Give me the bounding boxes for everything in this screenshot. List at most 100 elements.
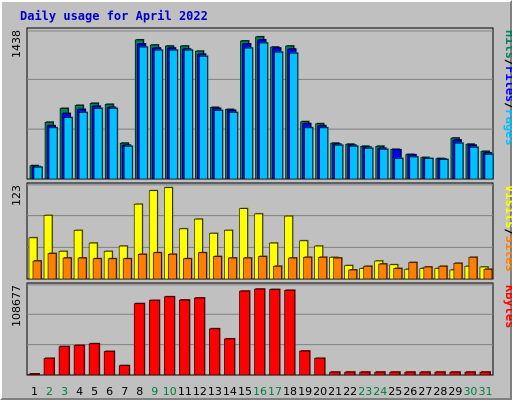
x-label-day-25: 25 [388, 385, 402, 398]
bar-kbytes-day-29 [449, 371, 461, 376]
x-label-day-21: 21 [328, 385, 342, 398]
x-label-day-26: 26 [403, 385, 417, 398]
x-label-day-19: 19 [298, 385, 312, 398]
legend-item-visits: Visits [503, 185, 512, 228]
bar-kbytes-day-31 [479, 371, 491, 376]
legend-item-sites: Sites [503, 236, 512, 272]
bar-pages-day-1 [33, 166, 43, 180]
x-label-day-14: 14 [223, 385, 237, 398]
bar-sites-day-31 [483, 268, 493, 280]
bar-kbytes-day-8 [133, 303, 145, 376]
chart-title: Daily usage for April 2022 [20, 9, 208, 23]
bar-sites-day-23 [363, 265, 373, 280]
bar-pages-day-9 [153, 49, 163, 180]
bar-sites-day-15 [243, 257, 252, 280]
bar-sites-day-18 [288, 257, 297, 280]
bar-pages-day-25 [394, 158, 404, 180]
bar-kbytes-day-17 [269, 289, 280, 376]
bar-pages-day-2 [48, 127, 58, 180]
x-label-day-15: 15 [238, 385, 252, 398]
bar-pages-day-7 [123, 145, 133, 180]
bar-kbytes-day-20 [314, 358, 325, 376]
bar-sites-day-2 [47, 253, 57, 280]
legend-separator: / [503, 102, 512, 109]
x-label-day-13: 13 [208, 385, 222, 398]
x-label-day-2: 2 [46, 385, 53, 398]
legend-separator: / [503, 228, 512, 235]
x-label-day-8: 8 [136, 385, 143, 398]
bar-sites-day-21 [333, 257, 342, 280]
x-label-day-27: 27 [418, 385, 432, 398]
bar-pages-day-3 [63, 117, 73, 180]
bar-pages-day-26 [409, 156, 419, 180]
legend-item-kbytes: KBytes [503, 285, 512, 328]
bar-sites-day-10 [167, 254, 177, 280]
legend-item-hits: Hits [503, 30, 512, 59]
bar-pages-day-4 [78, 112, 88, 180]
legend-item-files: Files [503, 66, 512, 102]
bar-kbytes-day-23 [359, 371, 371, 376]
x-label-day-10: 10 [163, 385, 177, 398]
bar-kbytes-day-11 [179, 299, 190, 376]
x-label-day-20: 20 [313, 385, 327, 398]
x-label-day-5: 5 [91, 385, 98, 398]
bar-sites-day-24 [378, 263, 388, 280]
legend-kbytes: KBytes [503, 285, 512, 328]
bar-kbytes-day-9 [148, 300, 160, 376]
bar-sites-day-22 [348, 269, 357, 280]
bar-kbytes-day-24 [374, 371, 386, 376]
bar-pages-day-29 [454, 142, 464, 180]
bar-kbytes-day-1 [28, 373, 40, 376]
bar-sites-day-14 [228, 257, 237, 280]
bar-kbytes-day-21 [329, 371, 340, 376]
legend-visits-sites: Visits/Sites [503, 185, 512, 272]
bar-pages-day-28 [439, 159, 449, 180]
bar-kbytes-day-28 [434, 371, 446, 376]
x-label-day-31: 31 [478, 385, 492, 398]
bar-pages-day-10 [168, 49, 178, 180]
x-label-day-30: 30 [463, 385, 477, 398]
x-label-day-11: 11 [178, 385, 192, 398]
x-label-day-17: 17 [268, 385, 282, 398]
bar-sites-day-30 [468, 257, 478, 280]
legend-item-pages: Pages [503, 110, 512, 146]
bar-kbytes-day-4 [73, 345, 85, 376]
x-label-day-3: 3 [61, 385, 68, 398]
bar-sites-day-29 [453, 262, 463, 280]
bar-sites-day-6 [107, 258, 117, 280]
bar-sites-day-1 [32, 260, 42, 280]
bar-sites-day-8 [137, 254, 147, 280]
bar-kbytes-day-27 [419, 371, 431, 376]
bar-kbytes-day-3 [58, 346, 70, 376]
bar-kbytes-day-26 [404, 371, 416, 376]
bar-kbytes-day-25 [389, 371, 401, 376]
x-label-day-16: 16 [253, 385, 267, 398]
bar-pages-day-15 [244, 47, 253, 180]
bar-kbytes-day-7 [118, 365, 130, 376]
ymax-label-visits-sites: 123 [10, 185, 23, 206]
x-label-day-28: 28 [433, 385, 447, 398]
bar-sites-day-5 [92, 258, 102, 280]
bar-pages-day-19 [304, 127, 313, 180]
bar-pages-day-16 [259, 42, 268, 180]
bar-kbytes-day-16 [254, 288, 265, 376]
bar-pages-day-12 [199, 56, 208, 180]
bar-sites-day-7 [122, 258, 132, 280]
x-label-day-9: 9 [151, 385, 158, 398]
bar-pages-day-20 [319, 127, 328, 180]
bar-pages-day-13 [214, 110, 223, 180]
bar-kbytes-day-5 [88, 343, 100, 376]
x-label-day-6: 6 [106, 385, 113, 398]
bar-kbytes-day-6 [103, 351, 115, 376]
x-label-day-18: 18 [283, 385, 297, 398]
bar-sites-day-27 [423, 266, 433, 280]
bar-pages-day-21 [334, 144, 343, 180]
bar-kbytes-day-19 [299, 350, 310, 376]
bar-sites-day-17 [273, 265, 282, 280]
bar-sites-day-4 [77, 257, 87, 280]
bar-kbytes-day-13 [209, 328, 220, 376]
bar-pages-day-5 [93, 108, 103, 180]
bar-sites-day-11 [183, 258, 192, 280]
